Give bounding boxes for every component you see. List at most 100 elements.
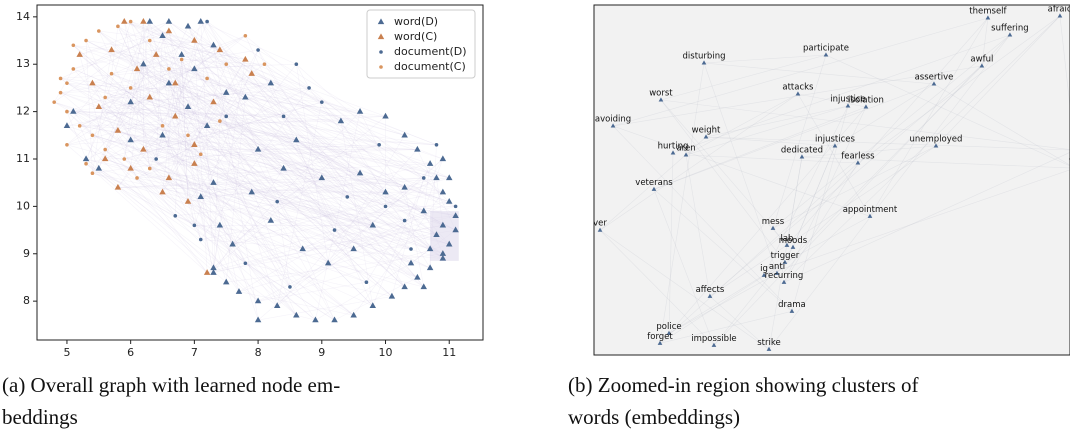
edge: [85, 163, 354, 316]
edge: [73, 111, 189, 136]
edge: [207, 206, 456, 274]
edge: [219, 82, 272, 122]
edge: [79, 54, 195, 146]
point: [114, 126, 122, 133]
edge: [653, 189, 793, 312]
edge: [653, 106, 867, 190]
point: [198, 237, 203, 242]
edge: [181, 54, 443, 160]
edge: [130, 87, 437, 236]
point: [337, 117, 345, 124]
word-label: affects: [696, 285, 725, 295]
edge: [123, 64, 144, 160]
edge: [213, 215, 456, 274]
edge: [257, 149, 284, 169]
word-label: aren: [676, 144, 695, 154]
point: [122, 157, 127, 161]
edge: [219, 120, 450, 179]
point: [711, 342, 717, 347]
edge: [174, 21, 202, 117]
edge: [784, 216, 871, 263]
edge: [162, 59, 246, 193]
edge: [219, 92, 227, 122]
edge: [117, 35, 163, 131]
edge: [277, 163, 431, 202]
point: [275, 199, 280, 204]
point: [426, 160, 434, 166]
point: [294, 62, 299, 67]
axes-frame: [593, 4, 1070, 356]
edge: [143, 21, 291, 288]
point: [167, 67, 171, 71]
word-label: awful: [970, 55, 993, 65]
edge: [162, 135, 297, 316]
edge: [404, 177, 437, 188]
edge: [668, 152, 674, 334]
edge: [276, 201, 291, 287]
edge: [73, 68, 208, 127]
edge: [200, 177, 450, 198]
edge: [200, 87, 310, 240]
edge: [308, 87, 386, 193]
edge: [194, 144, 202, 197]
point: [433, 231, 440, 237]
point: [254, 297, 262, 304]
edge: [66, 82, 418, 278]
point: [933, 143, 939, 148]
plot-a: [52, 17, 459, 323]
edge: [935, 15, 1061, 147]
edge: [207, 116, 386, 127]
point: [127, 98, 134, 105]
edge: [181, 59, 265, 65]
edge: [60, 82, 271, 93]
edge: [181, 59, 297, 316]
edge: [79, 125, 443, 193]
word-label: hurting: [658, 142, 689, 152]
point: [172, 79, 179, 86]
edge: [612, 125, 871, 217]
point: [420, 207, 427, 214]
point: [823, 52, 829, 57]
edge: [709, 296, 770, 350]
point: [409, 247, 413, 251]
point: [242, 55, 249, 62]
edge: [168, 82, 412, 250]
edge: [105, 149, 418, 160]
edge: [206, 125, 393, 297]
edge: [705, 105, 849, 138]
point: [761, 272, 767, 277]
edge: [98, 21, 151, 169]
edge: [149, 87, 310, 169]
word-label: ig: [760, 264, 768, 274]
edge: [200, 21, 335, 321]
legend-label: word(C): [394, 30, 437, 43]
point: [58, 90, 63, 95]
edge: [85, 158, 131, 169]
edge: [168, 21, 335, 321]
edge: [130, 168, 450, 245]
edge: [98, 168, 335, 321]
edge: [245, 97, 284, 117]
edge: [79, 125, 437, 146]
edge: [66, 87, 131, 146]
point: [388, 292, 396, 299]
point: [774, 270, 780, 275]
edge: [174, 83, 214, 273]
edge: [130, 21, 208, 89]
edge: [79, 21, 169, 56]
point: [229, 240, 236, 247]
edge: [136, 68, 151, 169]
edge: [130, 101, 227, 117]
edge: [194, 64, 227, 145]
edge: [857, 15, 1061, 164]
point: [178, 51, 185, 57]
point: [770, 225, 776, 230]
edge: [162, 35, 284, 169]
edge: [149, 21, 202, 240]
edge: [423, 163, 431, 212]
point: [666, 330, 672, 335]
y-tick-label: 14: [16, 10, 30, 23]
point: [256, 48, 260, 52]
edge: [181, 35, 246, 60]
point: [707, 293, 713, 298]
